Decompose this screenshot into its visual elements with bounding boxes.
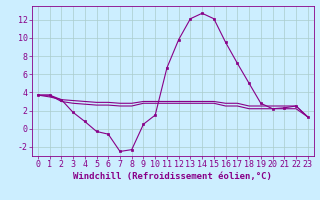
X-axis label: Windchill (Refroidissement éolien,°C): Windchill (Refroidissement éolien,°C) <box>73 172 272 181</box>
